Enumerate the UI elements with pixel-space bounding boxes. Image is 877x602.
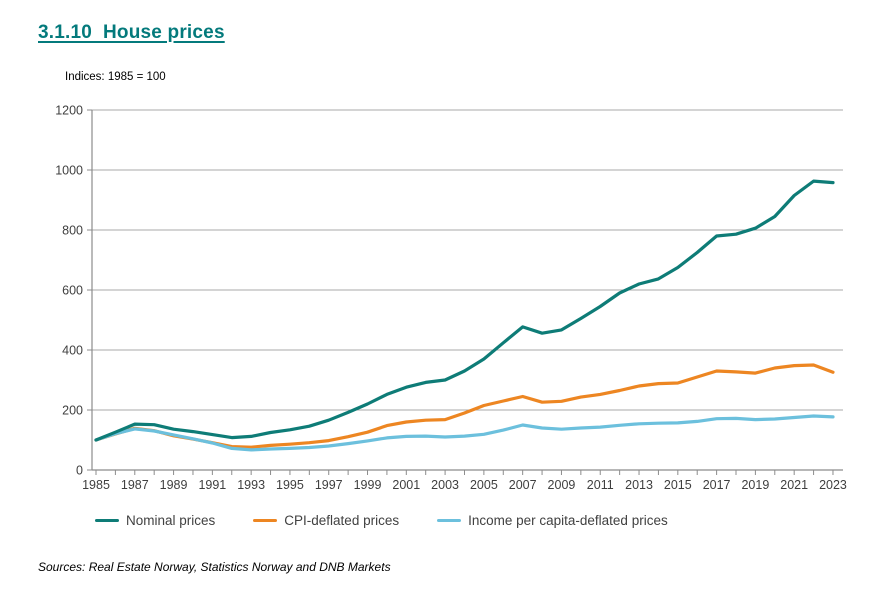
x-axis-label: 2009 xyxy=(548,478,576,492)
cpi-deflated-prices-line-swatch xyxy=(253,519,278,522)
legend-label-income-deflated-prices: Income per capita-deflated prices xyxy=(468,513,668,528)
income-deflated-prices-line-swatch xyxy=(437,519,462,522)
y-axis-label: 1200 xyxy=(55,104,83,118)
series-line-nominal-prices xyxy=(94,179,835,442)
legend-item-nominal-prices: Nominal prices xyxy=(95,513,215,528)
legend-item-cpi-deflated-prices: CPI-deflated prices xyxy=(253,513,399,528)
x-axis-label: 1995 xyxy=(276,478,304,492)
series-line-income-per-capita-deflated-prices xyxy=(94,414,835,452)
x-axis-label: 2001 xyxy=(392,478,420,492)
y-axis-label: 400 xyxy=(62,344,83,358)
x-axis-label: 2005 xyxy=(470,478,498,492)
y-axis-label: 1000 xyxy=(55,164,83,178)
y-axis-label: 200 xyxy=(62,404,83,418)
x-axis-label: 1993 xyxy=(237,478,265,492)
x-axis-label: 2017 xyxy=(703,478,731,492)
x-axis-label: 1999 xyxy=(354,478,382,492)
x-axis-label: 1997 xyxy=(315,478,343,492)
x-axis-label: 2019 xyxy=(741,478,769,492)
nominal-prices-line-swatch xyxy=(95,519,119,522)
x-axis-label: 2023 xyxy=(819,478,847,492)
chart-legend: Nominal prices CPI-deflated prices Incom… xyxy=(95,513,668,528)
legend-label-nominal-prices: Nominal prices xyxy=(126,513,216,528)
x-axis-label: 2013 xyxy=(625,478,653,492)
house-prices-line-chart: 0 200 400 600 800 1000 1200 1985 1987 1989 1991 199… xyxy=(55,104,847,493)
x-axis-label: 1987 xyxy=(121,478,149,492)
x-axis-label: 1989 xyxy=(160,478,188,492)
y-axis-label: 600 xyxy=(62,284,83,298)
chart-subtitle: Indices: 1985 = 100 xyxy=(65,71,166,83)
legend-item-income-deflated-prices: Income per capita-deflated prices xyxy=(437,513,668,528)
legend-label-cpi-deflated-prices: CPI-deflated prices xyxy=(284,513,400,528)
x-axis-label: 2003 xyxy=(431,478,459,492)
y-axis-label: 800 xyxy=(62,224,83,238)
y-axis-label: 0 xyxy=(76,464,83,478)
page-title: 3.1.10 House prices xyxy=(38,22,225,43)
source-note: Sources: Real Estate Norway, Statistics … xyxy=(38,560,391,574)
x-axis-label: 1985 xyxy=(82,478,110,492)
x-axis-label: 2011 xyxy=(587,478,614,492)
x-axis-label: 1991 xyxy=(198,478,226,492)
x-axis-label: 2021 xyxy=(780,478,808,492)
x-axis-label: 2007 xyxy=(509,478,537,492)
x-axis-label: 2015 xyxy=(664,478,692,492)
